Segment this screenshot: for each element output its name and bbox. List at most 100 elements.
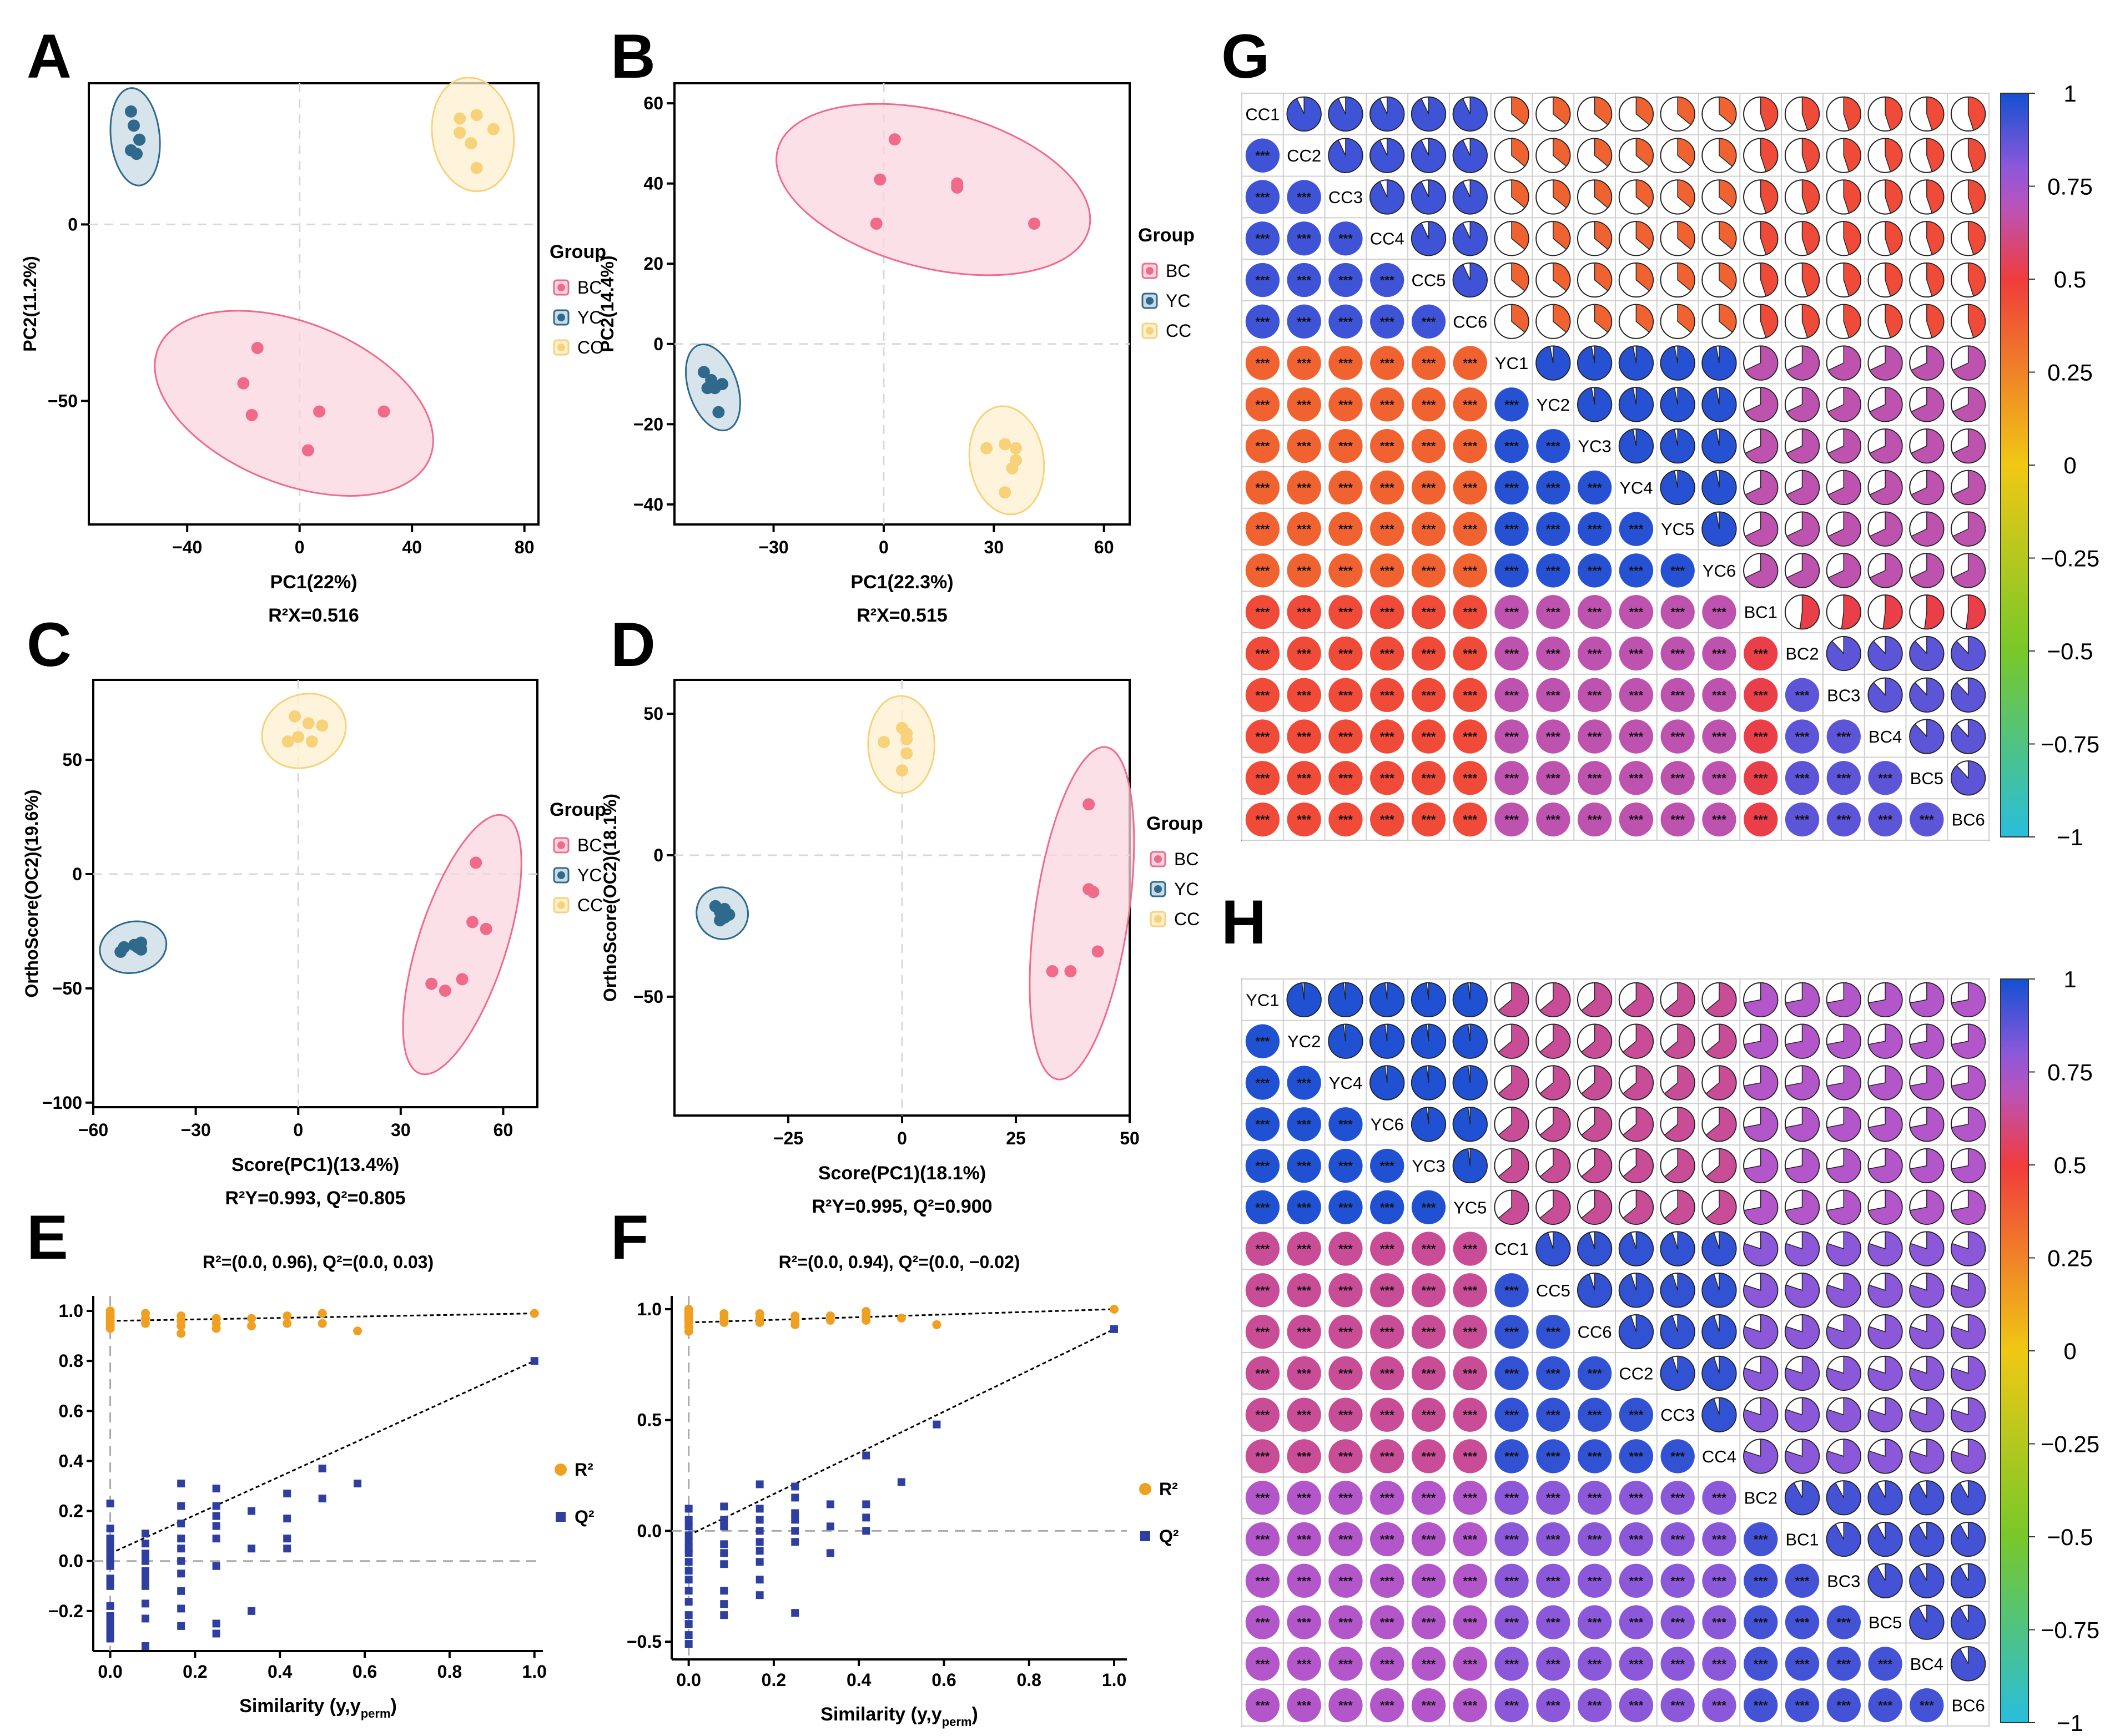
corr-circle [1328, 636, 1363, 671]
corr-pie [1785, 1023, 1820, 1059]
corr-circle [1536, 1688, 1570, 1723]
point-CC [454, 112, 466, 125]
corr-circle [1702, 1647, 1736, 1681]
corr-pie [1577, 345, 1612, 381]
point-q2 [212, 1512, 220, 1520]
corr-circle [1245, 1314, 1280, 1349]
point-q2 [283, 1535, 291, 1543]
corr-pie [1926, 304, 1945, 339]
x-tick-label: 50 [1120, 1128, 1140, 1148]
corr-pie [1553, 96, 1571, 125]
corr-pie [1786, 428, 1820, 463]
point-BC [313, 405, 326, 418]
corr-pie [1924, 594, 1945, 630]
y-tick-label: −0.5 [627, 1632, 662, 1652]
point-q2 [684, 1516, 693, 1524]
corr-circle [1453, 802, 1487, 837]
corr-pie [1951, 719, 1986, 754]
corr-circle [1411, 1232, 1446, 1266]
significance-mark: *** [1546, 1408, 1560, 1422]
corr-circle [1328, 802, 1363, 837]
legend-dot-YC [1146, 297, 1154, 305]
corr-circle [1577, 470, 1612, 505]
significance-mark: *** [1256, 647, 1270, 661]
significance-mark: *** [1712, 1657, 1726, 1671]
significance-mark: *** [1546, 647, 1560, 661]
significance-mark: *** [1546, 688, 1560, 702]
panel-label-F: F [611, 1203, 648, 1272]
panel-label-G: G [1221, 22, 1270, 91]
corr-circle [1494, 428, 1529, 463]
corr-pie [1911, 470, 1945, 505]
significance-mark: *** [1256, 1242, 1270, 1256]
corr-pie [1577, 1273, 1612, 1308]
corr-pie [1785, 1273, 1820, 1308]
significance-mark: *** [1504, 1284, 1519, 1298]
significance-mark: *** [1836, 1657, 1851, 1671]
corr-circle [1370, 636, 1404, 671]
corr-pie [1951, 1397, 1986, 1432]
corr-pie [1952, 553, 1986, 588]
significance-mark: *** [1546, 481, 1560, 494]
corr-circle [1453, 1688, 1487, 1723]
confidence-ellipse-CC [968, 405, 1045, 516]
corr-circle [1411, 678, 1446, 712]
corr-pie [1594, 96, 1613, 125]
corr-circle [1536, 1439, 1570, 1473]
corr-circle [1328, 263, 1363, 297]
legend-dot-YC [1154, 885, 1162, 893]
corr-circle [1494, 387, 1529, 422]
significance-mark: *** [1256, 190, 1270, 204]
corr-circle [1245, 1605, 1280, 1639]
corr-pie [1452, 1065, 1488, 1101]
corr-circle [1411, 387, 1446, 422]
legend-label: R² [1159, 1479, 1178, 1499]
x-tick-label: 0.2 [183, 1662, 207, 1682]
corr-circle [1287, 802, 1321, 837]
corr-pie [1827, 470, 1861, 505]
corr-circle [1245, 1273, 1280, 1308]
corr-pie [1744, 345, 1779, 381]
colorbar-tick-label: −0.25 [2041, 1431, 2099, 1457]
significance-mark: *** [1297, 813, 1311, 827]
corr-circle [1328, 1481, 1363, 1515]
significance-mark: *** [1422, 730, 1436, 744]
corr-circle [1577, 1647, 1612, 1681]
point-q2 [177, 1557, 185, 1565]
corr-circle [1328, 1688, 1363, 1723]
corr-pie [1664, 1065, 1695, 1101]
corr-pie [1719, 263, 1737, 292]
x-tick-label: −60 [78, 1120, 108, 1140]
legend-dot-CC [1146, 327, 1154, 335]
corr-circle [1370, 1148, 1404, 1183]
corr-circle [1245, 180, 1280, 214]
legend-label: Q² [575, 1507, 595, 1527]
significance-mark: *** [1422, 1284, 1436, 1298]
confidence-ellipse-CC [261, 693, 347, 769]
diag-label: CC6 [1453, 312, 1487, 331]
significance-mark: *** [1463, 1408, 1477, 1422]
y-tick-label: 0.0 [637, 1521, 662, 1541]
point-CC [1006, 462, 1019, 475]
significance-mark: *** [1588, 1657, 1602, 1671]
corr-circle [1245, 346, 1280, 380]
corr-pie [1785, 1439, 1820, 1474]
significance-mark: *** [1712, 813, 1726, 827]
corr-pie [1785, 1231, 1820, 1266]
significance-mark: *** [1380, 1366, 1394, 1380]
point-q2 [177, 1545, 185, 1553]
corr-pie [1744, 511, 1779, 547]
panel-F: 0.0 0.2 0.4 0.6 0.8 1.0 −0.5 0.0 0.5 1.0 R²=(0.0, … [627, 1252, 1179, 1729]
significance-mark: *** [1504, 1657, 1519, 1671]
corr-circle [1287, 387, 1321, 422]
corr-pie [1885, 179, 1903, 214]
corr-pie [1786, 511, 1820, 547]
corr-circle [1411, 346, 1446, 380]
corr-circle [1287, 1439, 1321, 1473]
corr-circle [1245, 263, 1280, 297]
diag-label: BC5 [1910, 769, 1943, 788]
corr-circle [1577, 1605, 1612, 1639]
significance-mark: *** [1338, 1657, 1353, 1671]
legend-title: Group [550, 241, 606, 263]
